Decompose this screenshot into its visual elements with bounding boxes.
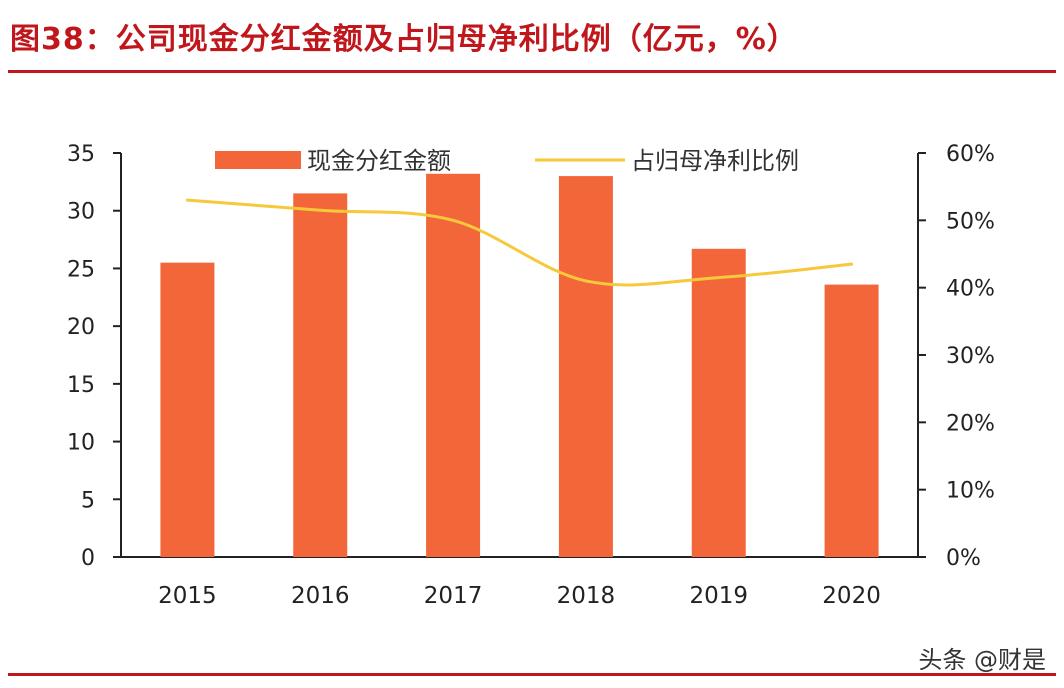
left-axis-ticks: 0 5 10 15 20 25 30 35 <box>67 142 121 571</box>
x-tick-label: 2015 <box>158 583 217 609</box>
left-tick-label: 25 <box>67 257 95 282</box>
right-tick-label: 0% <box>946 546 981 571</box>
line-series <box>185 198 854 287</box>
right-axis-ticks: 0% 10% 20% 30% 40% 50% 60% <box>918 142 995 571</box>
line-point-2019 <box>717 276 721 280</box>
left-tick-label: 30 <box>67 200 95 225</box>
right-tick-label: 30% <box>946 344 995 369</box>
legend-line-label: 占归母净利比例 <box>631 147 799 175</box>
ratio-line <box>187 198 852 287</box>
bar-2019 <box>691 248 746 557</box>
right-tick-label: 50% <box>946 209 995 234</box>
left-tick-label: 35 <box>67 142 95 167</box>
title-divider <box>8 70 1056 73</box>
x-tick-label: 2020 <box>822 583 881 609</box>
x-tick-label: 2016 <box>291 583 350 609</box>
chart-axes <box>120 153 919 558</box>
bar-2015 <box>160 262 215 557</box>
bar-2018 <box>558 176 613 558</box>
x-axis-ticks: 2015 2016 2017 2018 2019 2020 <box>158 583 881 609</box>
figure-title: 图38：公司现金分红金额及占归母净利比例（亿元，%） <box>10 22 798 57</box>
left-tick-label: 20 <box>67 315 95 340</box>
bar-2017 <box>426 173 481 557</box>
line-point-2015 <box>185 198 189 202</box>
right-tick-label: 40% <box>946 277 995 302</box>
x-tick-label: 2017 <box>424 583 483 609</box>
line-point-2020 <box>850 262 854 266</box>
x-tick-label: 2018 <box>557 583 616 609</box>
legend-bar-swatch <box>215 151 301 169</box>
bar-2020 <box>824 284 879 557</box>
right-tick-label: 10% <box>946 479 995 504</box>
chart-legend: 现金分红金额 占归母净利比例 <box>215 147 799 175</box>
left-tick-label: 5 <box>81 488 95 513</box>
x-tick-label: 2019 <box>689 583 748 609</box>
left-tick-label: 10 <box>67 431 95 456</box>
line-point-2016 <box>318 208 322 212</box>
bar-series <box>160 173 879 558</box>
line-point-2018 <box>584 279 588 283</box>
bottom-divider <box>8 673 1056 676</box>
left-tick-label: 0 <box>81 546 95 571</box>
watermark: 头条 @财是 <box>918 646 1046 674</box>
bar-2016 <box>293 193 348 557</box>
line-point-2017 <box>451 218 455 222</box>
right-tick-label: 20% <box>946 411 995 436</box>
right-tick-label: 60% <box>946 142 995 167</box>
left-tick-label: 15 <box>67 373 95 398</box>
legend-bar-label: 现金分红金额 <box>307 147 451 175</box>
